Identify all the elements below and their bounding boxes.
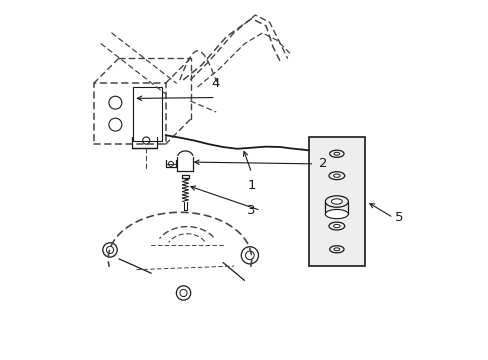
Ellipse shape [325,210,347,219]
Ellipse shape [333,248,339,251]
Text: 2: 2 [319,157,327,170]
Text: 3: 3 [247,204,255,217]
Text: 4: 4 [211,77,220,90]
Ellipse shape [333,152,339,155]
Ellipse shape [331,199,342,204]
Bar [308,137,364,266]
Ellipse shape [333,224,339,228]
Text: 1: 1 [247,179,255,192]
Text: 5: 5 [394,211,402,224]
Ellipse shape [333,174,339,177]
